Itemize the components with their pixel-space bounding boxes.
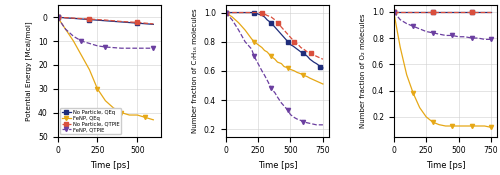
Y-axis label: Number fraction of C₇H₁₆ molecules: Number fraction of C₇H₁₆ molecules <box>192 9 198 133</box>
Y-axis label: Potential Energy [Mcal/mol]: Potential Energy [Mcal/mol] <box>26 21 32 121</box>
X-axis label: Time [ps]: Time [ps] <box>90 161 129 170</box>
Legend: No Particle, QEq, FeNP, QEq, No Particle, QTPIE, FeNP, QTPIE: No Particle, QEq, FeNP, QEq, No Particle… <box>60 108 121 134</box>
Y-axis label: Number fraction of O₂ molecules: Number fraction of O₂ molecules <box>360 14 366 128</box>
X-axis label: Time [ps]: Time [ps] <box>258 161 297 170</box>
X-axis label: Time [ps]: Time [ps] <box>426 161 466 170</box>
